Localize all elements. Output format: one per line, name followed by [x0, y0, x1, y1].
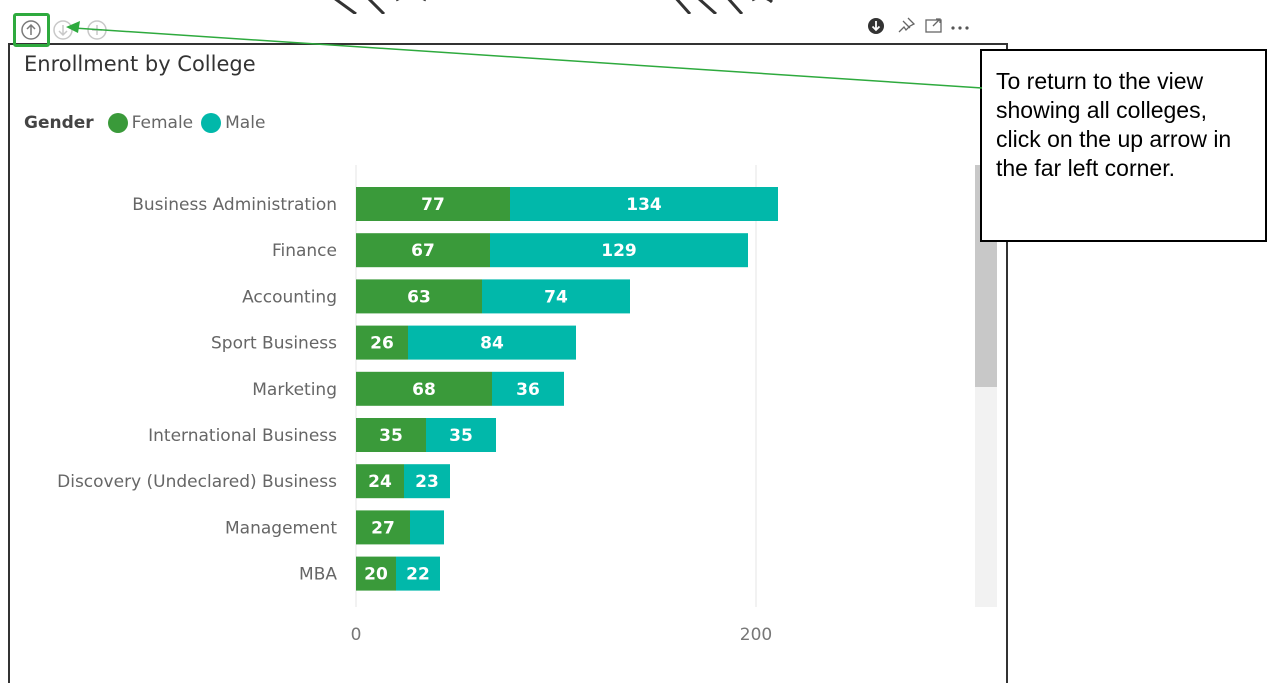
bar-male — [482, 279, 630, 314]
bar-female — [356, 325, 408, 360]
legend-item-female[interactable]: Female — [107, 113, 194, 133]
bar-female — [356, 233, 490, 268]
chart-visual — [8, 43, 1008, 683]
drill-up-highlight — [13, 13, 50, 47]
legend: Gender Female Male — [24, 113, 273, 133]
category-label: Discovery (Undeclared) Business — [57, 472, 337, 492]
legend-dot-male — [201, 113, 222, 133]
category-label: Finance — [272, 241, 337, 261]
bar-female — [356, 418, 426, 452]
data-label-male: 23 — [415, 472, 439, 492]
x-tick-label: 0 — [351, 625, 362, 645]
legend-label-female: Female — [131, 113, 194, 133]
cropped-header-text — [326, 0, 446, 14]
data-label-female: 68 — [412, 380, 436, 400]
bar-male — [492, 371, 564, 406]
category-label: Management — [225, 518, 337, 538]
data-label-female: 63 — [407, 287, 431, 307]
data-label-female: 24 — [368, 472, 392, 492]
bar-male — [396, 556, 440, 591]
drill-up-icon[interactable] — [20, 19, 42, 41]
bar-female — [356, 279, 482, 314]
bar-chart: 0 200 Business Administration 77 134 Finance 6… — [57, 165, 778, 645]
data-label-female: 35 — [379, 426, 403, 446]
category-label: Accounting — [242, 287, 337, 307]
bar-female — [356, 187, 510, 221]
visual-header — [8, 0, 1012, 44]
data-label-female: 27 — [371, 518, 395, 538]
bar-female — [356, 510, 410, 545]
category-label: Marketing — [252, 380, 337, 400]
data-label-female: 77 — [421, 195, 445, 215]
callout-text: To return to the view showing all colleg… — [996, 68, 1232, 181]
legend-dot-female — [107, 113, 128, 133]
legend-item-male[interactable]: Male — [201, 113, 265, 133]
category-label: Sport Business — [211, 334, 337, 354]
x-tick-label: 200 — [740, 625, 772, 645]
callout-box: To return to the view showing all colleg… — [980, 49, 1267, 242]
data-label-female: 20 — [364, 565, 388, 585]
legend-label-male: Male — [225, 113, 266, 133]
bar-female — [356, 556, 396, 591]
data-label-male: 35 — [449, 426, 473, 446]
data-label-female: 67 — [411, 241, 435, 261]
bar-male — [404, 464, 450, 499]
cropped-header-text-2 — [668, 0, 788, 14]
bar-male — [490, 233, 748, 268]
bar-female — [356, 464, 404, 499]
bar-female — [356, 371, 492, 406]
data-label-male: 84 — [480, 334, 504, 354]
data-label-male: 74 — [544, 287, 568, 307]
bar-male — [410, 510, 444, 545]
category-label: MBA — [299, 565, 337, 585]
bar-male — [510, 187, 778, 221]
category-label: Business Administration — [132, 195, 337, 215]
data-label-male: 22 — [406, 565, 430, 585]
data-label-male: 129 — [601, 241, 637, 261]
category-label: International Business — [148, 426, 337, 446]
bar-male — [408, 325, 576, 360]
bar-male — [426, 418, 496, 452]
data-label-female: 26 — [370, 334, 394, 354]
data-label-male: 134 — [626, 195, 662, 215]
data-label-male: 36 — [516, 380, 540, 400]
legend-title: Gender — [24, 113, 94, 133]
